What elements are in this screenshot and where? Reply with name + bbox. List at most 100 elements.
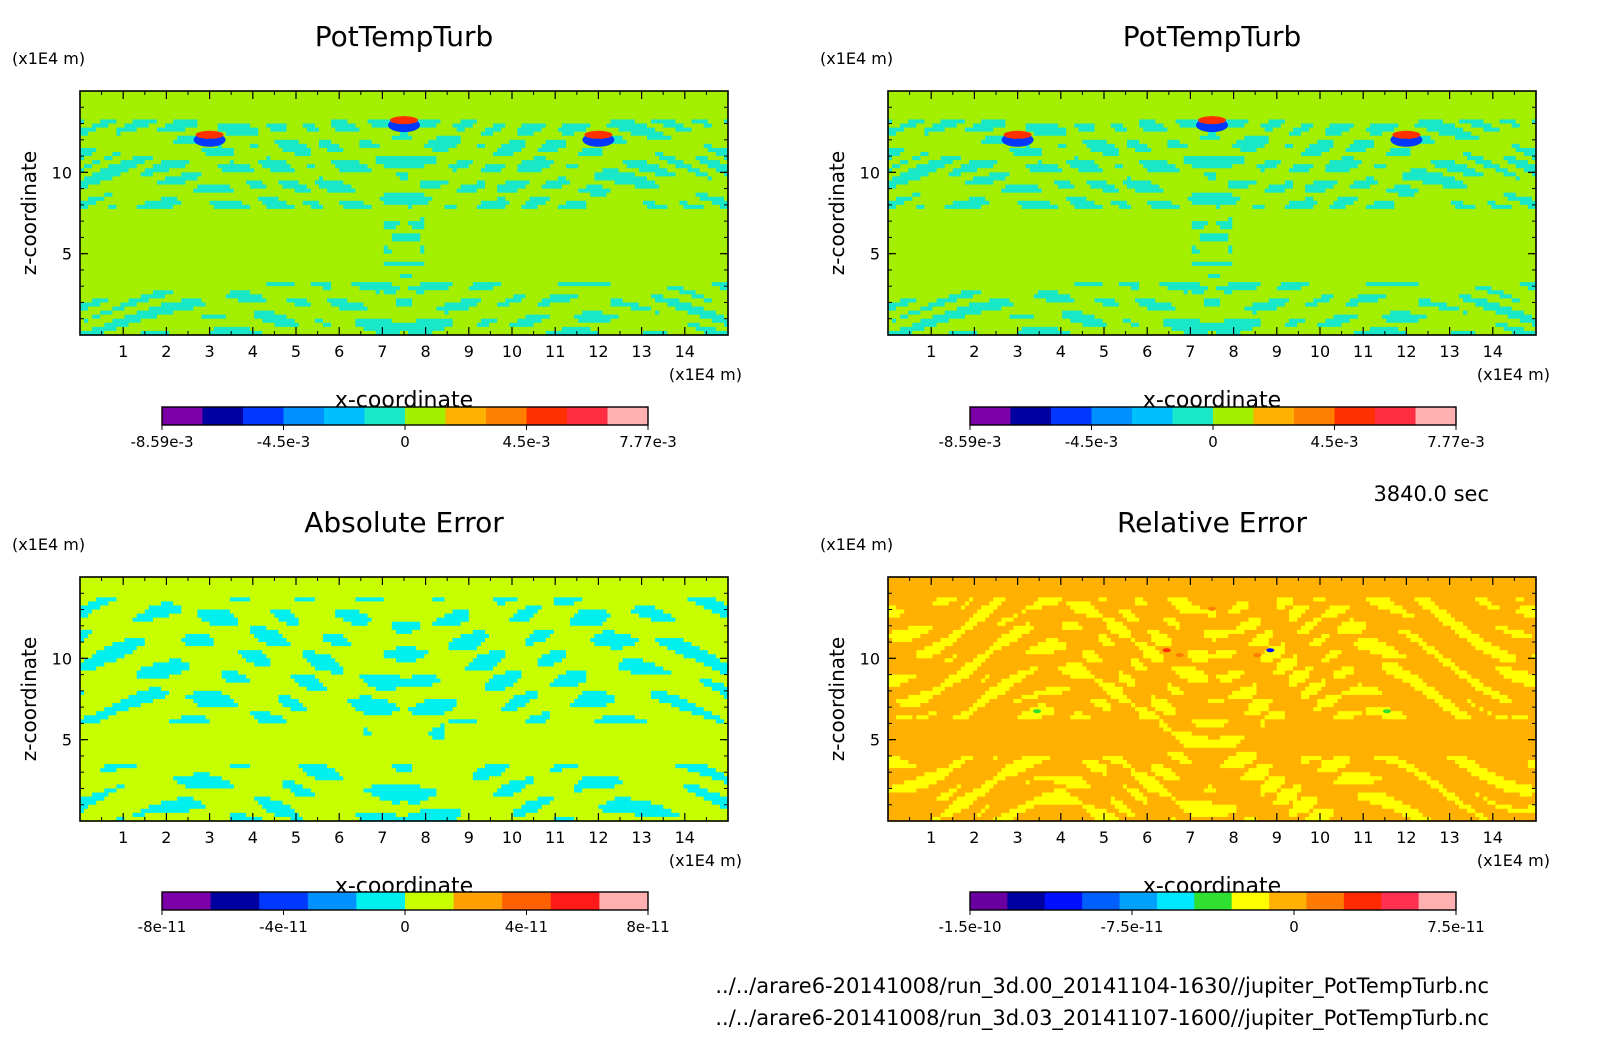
heatmap-cell xyxy=(517,111,523,116)
heatmap-cell xyxy=(169,156,174,161)
heatmap-cell xyxy=(667,95,672,100)
heatmap-cell xyxy=(715,147,721,153)
heatmap-cell xyxy=(169,180,174,186)
heatmap-cell xyxy=(489,164,494,169)
heatmap-cell xyxy=(306,135,312,141)
heatmap-cell xyxy=(104,184,109,190)
heatmap-cell xyxy=(379,168,385,173)
heatmap-cell xyxy=(181,119,186,125)
heatmap-cell xyxy=(464,107,470,112)
heatmap-cell xyxy=(323,147,328,153)
heatmap-cell xyxy=(399,107,405,112)
heatmap-cell xyxy=(185,217,190,222)
heatmap-cell xyxy=(310,204,316,210)
heatmap-cell xyxy=(335,192,340,198)
heatmap-cell xyxy=(651,180,656,186)
heatmap-cell xyxy=(225,156,231,161)
heatmap-cell xyxy=(614,176,620,182)
heatmap-cell xyxy=(703,156,709,161)
heatmap-cell xyxy=(614,180,620,186)
heatmap-cell xyxy=(412,160,417,165)
heatmap-cell xyxy=(420,152,425,157)
heatmap-cell xyxy=(310,91,316,96)
heatmap-cell xyxy=(367,172,373,177)
heatmap-cell xyxy=(444,95,450,100)
heatmap-cell xyxy=(363,196,369,202)
heatmap-cell xyxy=(351,160,356,165)
heatmap-cell xyxy=(371,119,377,125)
heatmap-cell xyxy=(379,184,385,190)
heatmap-cell xyxy=(185,99,190,104)
heatmap-cell xyxy=(237,115,243,121)
heatmap-cell xyxy=(424,119,429,125)
heatmap-cell xyxy=(707,208,713,214)
heatmap-cell xyxy=(476,172,482,177)
heatmap-cell xyxy=(509,156,514,161)
heatmap-cell xyxy=(140,107,146,112)
heatmap-cell xyxy=(217,127,223,133)
heatmap-cell xyxy=(602,107,608,112)
heatmap-cell xyxy=(655,111,660,116)
heatmap-cell xyxy=(711,107,717,112)
heatmap-cell xyxy=(399,213,405,218)
heatmap-cell xyxy=(671,103,676,108)
heatmap-cell xyxy=(614,135,620,141)
heatmap-cell xyxy=(687,188,693,194)
heatmap-cell xyxy=(213,176,219,182)
heatmap-cell xyxy=(424,184,429,190)
heatmap-cell xyxy=(452,156,458,161)
heatmap-cell xyxy=(695,127,701,133)
heatmap-cell xyxy=(521,139,527,145)
heatmap-cell xyxy=(476,119,482,125)
heatmap-cell xyxy=(387,99,393,104)
heatmap-cell xyxy=(88,176,93,182)
heatmap-cell xyxy=(452,152,458,157)
heatmap-cell xyxy=(327,196,332,202)
heatmap-cell xyxy=(136,200,142,206)
heatmap-cell xyxy=(144,103,150,108)
heatmap-cell xyxy=(549,164,555,169)
heatmap-cell xyxy=(489,196,494,202)
heatmap-cell xyxy=(448,156,454,161)
heatmap-cell xyxy=(339,135,344,141)
heatmap-cell xyxy=(96,168,101,173)
heatmap-cell xyxy=(217,217,223,222)
heatmap-cell xyxy=(691,99,697,104)
heatmap-cell xyxy=(513,127,518,133)
heatmap-cell xyxy=(217,107,223,112)
heatmap-cell xyxy=(448,204,454,210)
heatmap-cell xyxy=(489,131,494,137)
heatmap-cell xyxy=(209,204,215,210)
heatmap-cell xyxy=(408,164,413,169)
heatmap-cell xyxy=(140,217,146,222)
heatmap-cell xyxy=(541,123,547,129)
heatmap-cell xyxy=(363,119,369,125)
heatmap-cell xyxy=(250,168,255,173)
heatmap-cell xyxy=(719,168,725,173)
heatmap-cell xyxy=(246,115,251,121)
heatmap-cell xyxy=(290,172,296,177)
heatmap-cell xyxy=(116,119,122,125)
heatmap-cell xyxy=(323,164,328,169)
heatmap-cell xyxy=(298,160,304,165)
heatmap-cell xyxy=(472,213,478,218)
heatmap-cell xyxy=(404,213,409,218)
heatmap-cell xyxy=(217,168,223,173)
heatmap-cell xyxy=(399,180,405,186)
heatmap-cell xyxy=(428,180,433,186)
heatmap-cell xyxy=(448,192,454,198)
heatmap-cell xyxy=(715,111,721,116)
heatmap-cell xyxy=(383,168,389,173)
heatmap-cell xyxy=(699,188,705,194)
heatmap-cell xyxy=(675,115,680,121)
heatmap-cell xyxy=(638,115,644,121)
heatmap-cell xyxy=(237,164,243,169)
heatmap-cell xyxy=(594,111,599,116)
heatmap-cell xyxy=(638,192,644,198)
heatmap-cell xyxy=(687,208,693,214)
heatmap-cell xyxy=(683,164,689,169)
heatmap-cell xyxy=(254,184,259,190)
heatmap-cell xyxy=(314,135,320,141)
heatmap-cell xyxy=(545,176,551,182)
heatmap-cell xyxy=(570,131,575,137)
